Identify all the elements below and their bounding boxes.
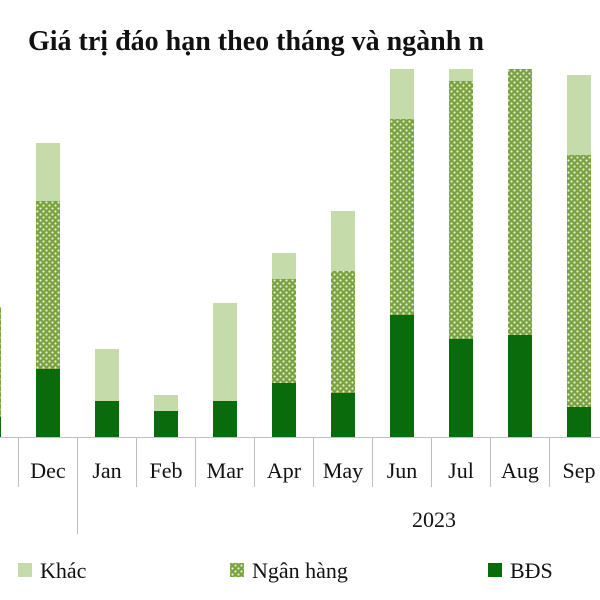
legend-swatch-ngân-hàng [230,563,244,577]
bar-khác-mar [213,303,237,401]
x-tick-label: Jul [448,458,474,483]
bar-bđs-jul [449,339,473,437]
legend-swatch-khác [18,563,32,577]
bar-khác-apr [272,253,296,279]
x-tick-label: Apr [267,458,302,483]
bar-ngân-hàng-jul [449,81,473,339]
legend-label: BĐS [510,558,553,583]
bar-bđs-may [331,393,355,437]
bar-bđs-aug [508,335,532,437]
x-tick-label: Aug [501,458,539,483]
x-tick-label: Feb [150,458,183,483]
x-tick-label: Sep [563,458,596,483]
legend: Khác Ngân hàng BĐS [18,558,553,583]
bar-ngân-hàng-dec [36,201,60,369]
bars-layer [0,69,591,437]
bar-khác-sep [567,75,591,155]
legend-label: Ngân hàng [252,558,348,583]
x-tick-label: Dec [30,458,66,483]
bar-ngân-hàng-apr [272,279,296,383]
bar-ngân-hàng-aug [508,69,532,335]
bar-ngân-hàng-jun [390,119,414,315]
bar-khác-jun [390,69,414,119]
x-tick-label: Jun [387,458,418,483]
bar-khác-feb [154,395,178,411]
year-group-label: 2023 [412,507,456,532]
bar-bđs-jan [95,401,119,437]
bar-bđs-sep [567,407,591,437]
bar-ngân-hàng-may [331,271,355,393]
bar-khác-dec [36,143,60,201]
bar-bđs-dec [36,369,60,437]
bar-ngân-hàng-sep [567,155,591,407]
x-tick-label: May [323,458,363,483]
legend-label: Khác [40,558,87,583]
bar-khác-jan [95,349,119,401]
bar-bđs-apr [272,383,296,437]
bar-bđs-v [0,417,1,437]
x-axis: vDecJanFebMarAprMayJunJulAugSep2023 [0,437,600,534]
bar-bđs-mar [213,401,237,437]
bar-ngân-hàng-v [0,307,1,417]
bar-bđs-jun [390,315,414,437]
legend-swatch-bđs [488,563,502,577]
chart-title: Giá trị đáo hạn theo tháng và ngành n [28,26,484,57]
x-tick-label: Jan [92,458,121,483]
bar-khác-may [331,211,355,271]
x-tick-label: Mar [207,458,244,483]
bar-khác-jul [449,69,473,81]
bar-bđs-feb [154,411,178,437]
